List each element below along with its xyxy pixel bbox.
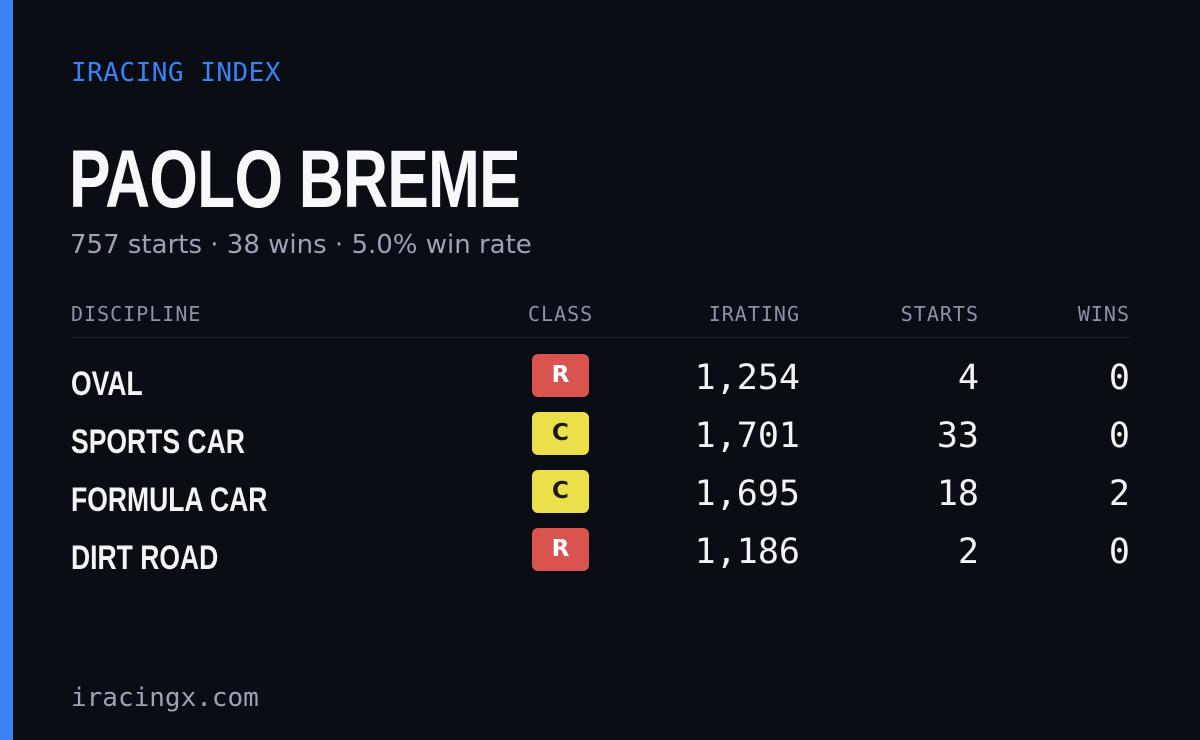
header-irating: IRATING: [708, 302, 800, 326]
starts-value: 2: [957, 532, 979, 572]
footer-url: iracingx.com: [71, 683, 259, 713]
irating-value: 1,701: [694, 416, 800, 456]
wins-value: 0: [1108, 358, 1130, 398]
discipline-name: FORMULA CAR: [71, 481, 268, 519]
driver-summary: 757 starts · 38 wins · 5.0% win rate: [70, 230, 532, 260]
header-divider: [71, 337, 1130, 338]
class-badge: C: [532, 412, 589, 455]
starts-value: 33: [936, 416, 979, 456]
wins-value: 0: [1108, 416, 1130, 456]
irating-value: 1,186: [694, 532, 800, 572]
brand-label: IRACING INDEX: [71, 58, 281, 88]
header-starts: STARTS: [900, 302, 979, 326]
header-class: CLASS: [528, 302, 594, 326]
class-badge: C: [532, 470, 589, 513]
starts-value: 18: [936, 474, 979, 514]
discipline-table: OVAL R 1,254 4 0 SPORTS CAR C 1,701 33 0…: [71, 350, 1130, 582]
table-row: SPORTS CAR C 1,701 33 0: [71, 408, 1130, 466]
driver-name: PAOLO BREME: [69, 134, 521, 225]
discipline-name: DIRT ROAD: [71, 539, 219, 577]
irating-value: 1,254: [694, 358, 800, 398]
table-row: DIRT ROAD R 1,186 2 0: [71, 524, 1130, 582]
class-badge: R: [532, 354, 589, 397]
header-discipline: DISCIPLINE: [71, 302, 202, 326]
table-row: OVAL R 1,254 4 0: [71, 350, 1130, 408]
table-row: FORMULA CAR C 1,695 18 2: [71, 466, 1130, 524]
wins-value: 2: [1108, 474, 1130, 514]
irating-value: 1,695: [694, 474, 800, 514]
starts-value: 4: [957, 358, 979, 398]
class-badge: R: [532, 528, 589, 571]
table-header: DISCIPLINE CLASS IRATING STARTS WINS: [71, 300, 1130, 330]
discipline-name: OVAL: [71, 365, 143, 403]
discipline-name: SPORTS CAR: [71, 423, 245, 461]
accent-bar: [0, 0, 13, 740]
wins-value: 0: [1108, 532, 1130, 572]
header-wins: WINS: [1077, 302, 1130, 326]
